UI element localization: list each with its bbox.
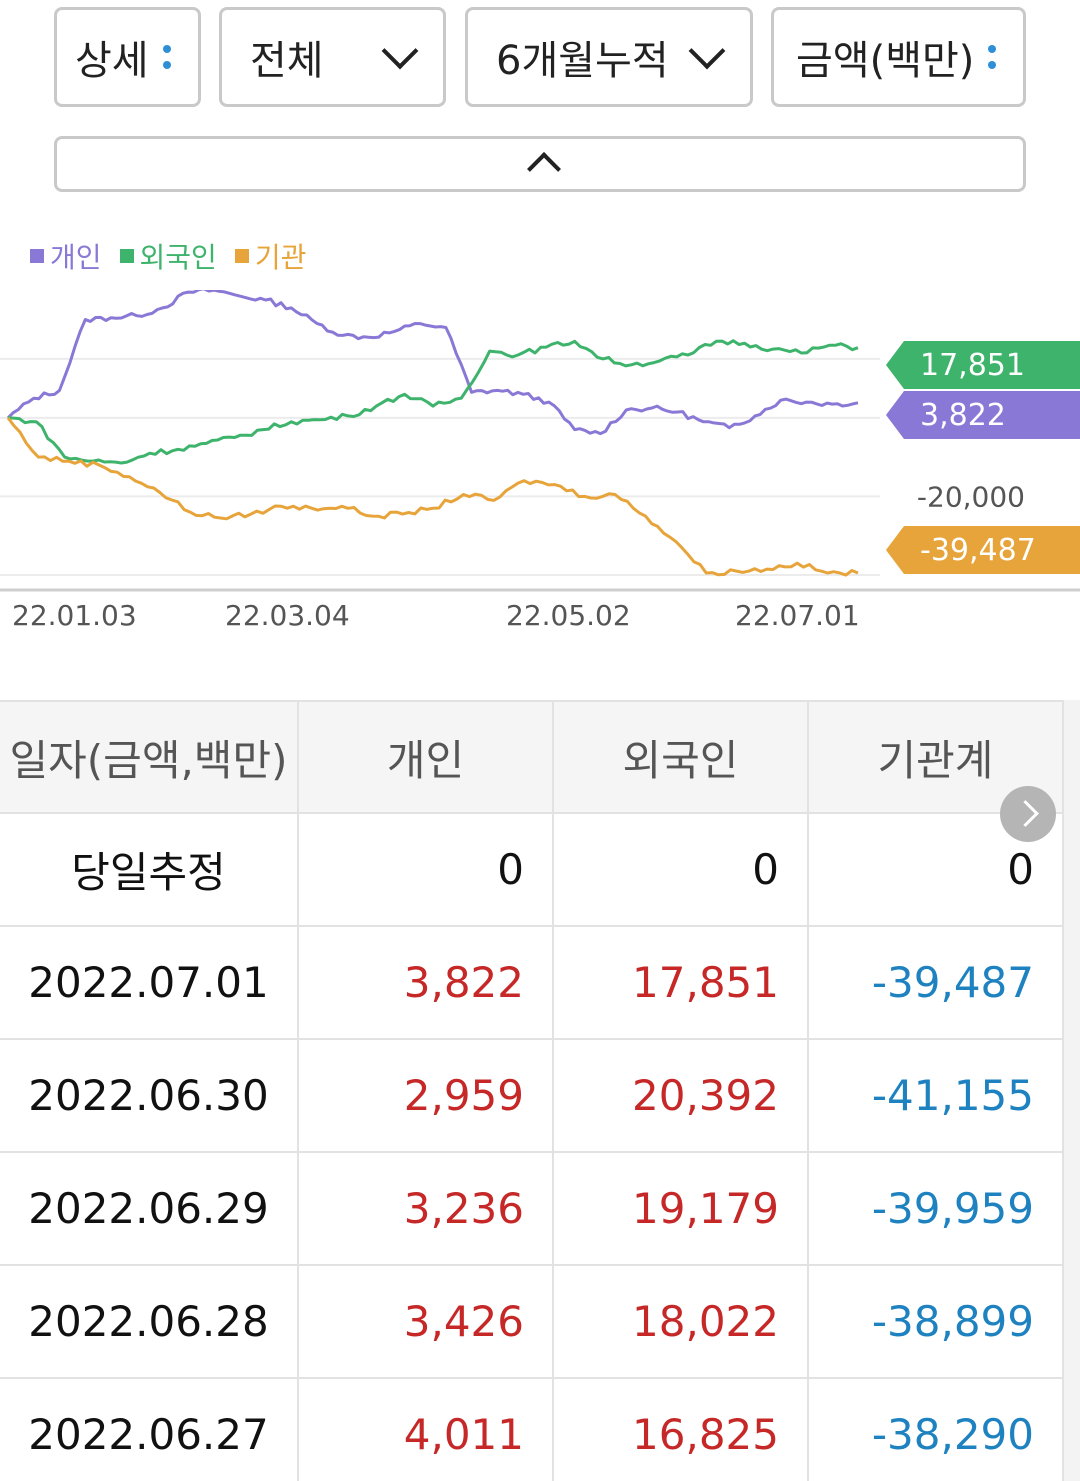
table-row: 2022.06.30 2,959 20,392 -41,155 [0, 1038, 1064, 1153]
chart-legend: 개인 외국인 기관 [30, 236, 306, 276]
row-foreign: 16,825 [552, 1377, 809, 1481]
row-institution: -39,959 [807, 1151, 1064, 1266]
more-options-icon [988, 45, 997, 69]
estimate-foreign: 0 [552, 812, 809, 927]
column-header-individual: 개인 [297, 700, 554, 814]
estimate-institution: 0 [807, 812, 1064, 927]
period-select-label: 6개월누적 [496, 38, 669, 84]
legend-swatch [30, 249, 44, 263]
end-value-tag [886, 526, 1080, 574]
collapse-filters-button[interactable] [54, 136, 1026, 192]
column-header-institution: 기관계 [807, 700, 1064, 814]
estimate-label: 당일추정 [0, 812, 299, 927]
row-date: 2022.06.27 [0, 1377, 299, 1481]
row-individual: 3,426 [297, 1264, 554, 1379]
scope-select[interactable]: 전체 [219, 7, 446, 107]
estimate-individual: 0 [297, 812, 554, 927]
row-foreign: 18,022 [552, 1264, 809, 1379]
row-individual: 3,236 [297, 1151, 554, 1266]
more-options-icon [162, 45, 171, 69]
period-select[interactable]: 6개월누적 [465, 7, 753, 107]
row-institution: -38,290 [807, 1377, 1064, 1481]
cumulative-net-buy-chart: -20,000 22.01.03 22.03.04 22.05.02 22.07.01 1… [0, 290, 1080, 632]
unit-select[interactable]: 금액(백만) [771, 7, 1026, 107]
table-scroll-edge [1064, 700, 1080, 1481]
row-foreign: 17,851 [552, 925, 809, 1040]
table-row: 2022.07.01 3,822 17,851 -39,487 [0, 925, 1064, 1040]
end-value-label: 17,851 [920, 348, 1025, 383]
series-line [6, 416, 859, 577]
table-row: 2022.06.27 4,011 16,825 -38,290 [0, 1377, 1064, 1481]
scope-select-label: 전체 [250, 38, 324, 84]
row-institution: -38,899 [807, 1264, 1064, 1379]
x-tick-label: 22.03.04 [225, 599, 350, 632]
row-individual: 4,011 [297, 1377, 554, 1481]
chevron-down-icon [381, 32, 419, 70]
end-value-label: 3,822 [920, 398, 1006, 433]
end-value-tag [886, 341, 1080, 389]
row-institution: -41,155 [807, 1038, 1064, 1153]
end-value-tag [886, 391, 1080, 439]
next-columns-button[interactable] [1000, 786, 1056, 842]
y-gridline-label: -20,000 [917, 480, 1025, 513]
row-date: 2022.06.30 [0, 1038, 299, 1153]
legend-label: 개인 [50, 241, 102, 274]
row-individual: 2,959 [297, 1038, 554, 1153]
legend-swatch [234, 249, 249, 263]
row-individual: 3,822 [297, 925, 554, 1040]
view-select-label: 상세 [75, 38, 149, 84]
chevron-up-icon [527, 152, 561, 186]
series-line [6, 290, 859, 436]
row-date: 2022.06.29 [0, 1151, 299, 1266]
legend-item-foreign: 외국인 [119, 236, 217, 276]
legend-item-individual: 개인 [30, 236, 102, 276]
legend-label: 기관 [254, 241, 307, 274]
view-select[interactable]: 상세 [54, 7, 201, 107]
row-foreign: 19,179 [552, 1151, 809, 1266]
table-row: 2022.06.29 3,236 19,179 -39,959 [0, 1151, 1064, 1266]
unit-select-label: 금액(백만) [796, 38, 975, 84]
legend-swatch [119, 249, 134, 263]
column-header-date: 일자(금액,백만) [0, 700, 299, 814]
row-date: 2022.07.01 [0, 925, 299, 1040]
legend-item-institution: 기관 [234, 236, 307, 276]
investor-trading-table: 일자(금액,백만) 개인 외국인 기관계 당일추정 0 0 0 2022.07.… [0, 700, 1064, 1481]
legend-label: 외국인 [139, 241, 217, 274]
row-institution: -39,487 [807, 925, 1064, 1040]
x-tick-label: 22.07.01 [735, 599, 860, 632]
row-foreign: 20,392 [552, 1038, 809, 1153]
chevron-down-icon [688, 32, 726, 70]
column-header-foreign: 외국인 [552, 700, 809, 814]
table-header-row: 일자(금액,백만) 개인 외국인 기관계 [0, 700, 1064, 814]
x-tick-label: 22.05.02 [506, 599, 631, 632]
estimate-row: 당일추정 0 0 0 [0, 812, 1064, 927]
end-value-label: -39,487 [920, 533, 1036, 568]
x-tick-label: 22.01.03 [12, 599, 137, 632]
table-row: 2022.06.28 3,426 18,022 -38,899 [0, 1264, 1064, 1379]
row-date: 2022.06.28 [0, 1264, 299, 1379]
series-line [7, 339, 859, 465]
